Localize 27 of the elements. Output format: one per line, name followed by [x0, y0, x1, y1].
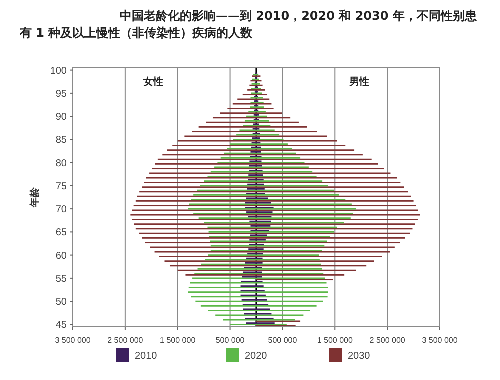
y-tick-label: 55 [56, 274, 68, 285]
y-tick-label: 60 [56, 250, 68, 262]
y-tick-label: 65 [56, 228, 68, 239]
annotation: 女性 [142, 76, 164, 88]
x-tick-label: 1 500 000 [160, 336, 196, 345]
x-tick-label: 2 500 000 [370, 336, 406, 345]
y-tick-label: 80 [56, 158, 68, 170]
annotation: 男性 [348, 76, 370, 88]
y-tick-label: 70 [56, 204, 68, 216]
chart-title: 中国老龄化的影响——到 2010，2020 和 2030 年，不同性别患有 1 种及以上慢性（非传染性）疾病的人数 [20, 8, 478, 42]
legend-label: 2020 [245, 351, 268, 362]
y-tick-label: 100 [50, 66, 68, 77]
x-tick-label: 3 500 000 [422, 336, 458, 345]
legend-label: 2030 [348, 351, 371, 362]
y-tick-label: 85 [56, 135, 68, 146]
x-tick-label: 500 000 [268, 336, 298, 345]
y-tick-label: 75 [56, 181, 68, 192]
y-tick-label: 95 [56, 88, 68, 100]
x-tick-label: 3 500 000 [55, 336, 92, 345]
x-tick-label: 1 500 000 [317, 336, 354, 345]
x-tick-label: 2 500 000 [108, 336, 144, 345]
legend-label: 2010 [135, 351, 158, 362]
y-axis-title: 年龄 [29, 186, 41, 208]
y-tick-label: 90 [56, 112, 68, 124]
y-tick-label: 50 [56, 297, 68, 308]
y-tick-label: 45 [56, 320, 68, 332]
x-tick-label: 500 000 [216, 336, 246, 345]
